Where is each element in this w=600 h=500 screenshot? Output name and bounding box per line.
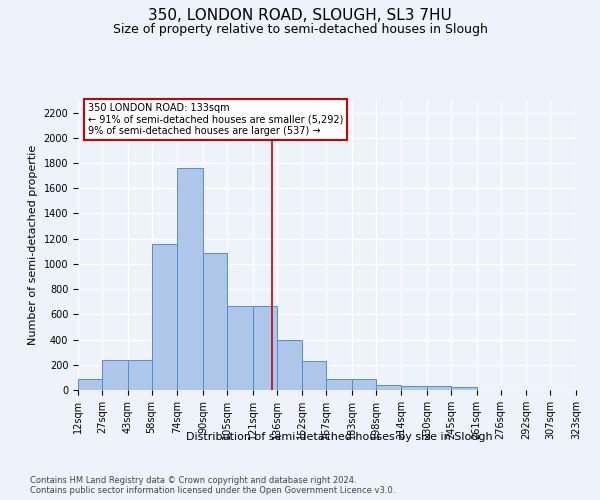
Text: 350 LONDON ROAD: 133sqm
← 91% of semi-detached houses are smaller (5,292)
9% of : 350 LONDON ROAD: 133sqm ← 91% of semi-de… [88, 103, 343, 136]
Bar [203, 252, 227, 390]
Bar [326, 378, 352, 390]
Bar [401, 386, 427, 390]
Text: Distribution of semi-detached houses by size in Slough: Distribution of semi-detached houses by … [185, 432, 493, 442]
Text: Contains HM Land Registry data © Crown copyright and database right 2024.
Contai: Contains HM Land Registry data © Crown c… [30, 476, 395, 495]
Text: Size of property relative to semi-detached houses in Slough: Size of property relative to semi-detach… [113, 22, 487, 36]
Bar [427, 386, 451, 390]
Bar [227, 306, 253, 390]
Bar [102, 360, 128, 390]
Bar [78, 378, 102, 390]
Bar [253, 306, 277, 390]
Bar [451, 388, 477, 390]
Bar [177, 168, 203, 390]
Bar [152, 244, 177, 390]
Text: 350, LONDON ROAD, SLOUGH, SL3 7HU: 350, LONDON ROAD, SLOUGH, SL3 7HU [148, 8, 452, 22]
Bar [302, 361, 326, 390]
Y-axis label: Number of semi-detached propertie: Number of semi-detached propertie [28, 145, 38, 345]
Bar [128, 360, 152, 390]
Bar [376, 385, 401, 390]
Bar [277, 340, 302, 390]
Bar [352, 378, 376, 390]
